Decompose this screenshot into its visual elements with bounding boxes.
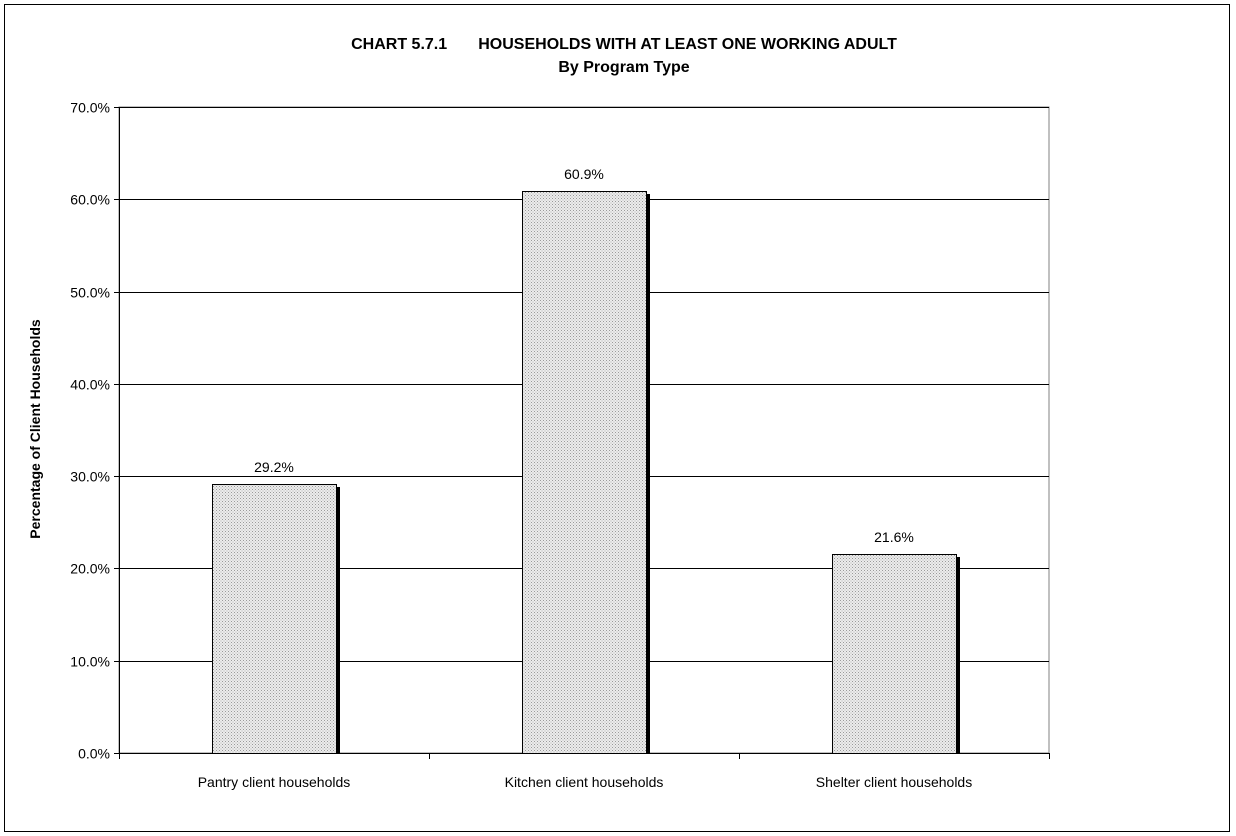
- bar: [212, 484, 337, 754]
- y-tick-label: 0.0%: [78, 746, 110, 762]
- bar: [522, 191, 647, 754]
- data-labels: 29.2% 60.9% 21.6%: [254, 166, 914, 545]
- bar: [832, 554, 957, 754]
- y-axis-label: Percentage of Client Households: [27, 319, 43, 539]
- y-tick-label: 30.0%: [70, 469, 110, 485]
- x-tick-label: Shelter client households: [816, 774, 972, 790]
- data-label: 21.6%: [874, 529, 914, 545]
- y-tick-label: 20.0%: [70, 561, 110, 577]
- y-tick-label: 50.0%: [70, 285, 110, 301]
- y-tick-label: 10.0%: [70, 654, 110, 670]
- data-label: 60.9%: [564, 166, 604, 182]
- chart-title: CHART 5.7.1 HOUSEHOLDS WITH AT LEAST ONE…: [351, 36, 897, 53]
- y-tick-label: 60.0%: [70, 192, 110, 208]
- y-tick-label: 40.0%: [70, 377, 110, 393]
- y-tick-label: 70.0%: [70, 100, 110, 116]
- bars: [212, 191, 960, 754]
- x-tick-labels: Pantry client households Kitchen client h…: [198, 774, 972, 790]
- y-tick-labels: 0.0% 10.0% 20.0% 30.0% 40.0% 50.0% 60.0% 70.0%: [70, 100, 110, 762]
- data-label: 29.2%: [254, 459, 294, 475]
- x-tick-label: Kitchen client households: [505, 774, 664, 790]
- axes: [114, 107, 1050, 759]
- chart-subtitle: By Program Type: [558, 59, 689, 76]
- x-tick-label: Pantry client households: [198, 774, 351, 790]
